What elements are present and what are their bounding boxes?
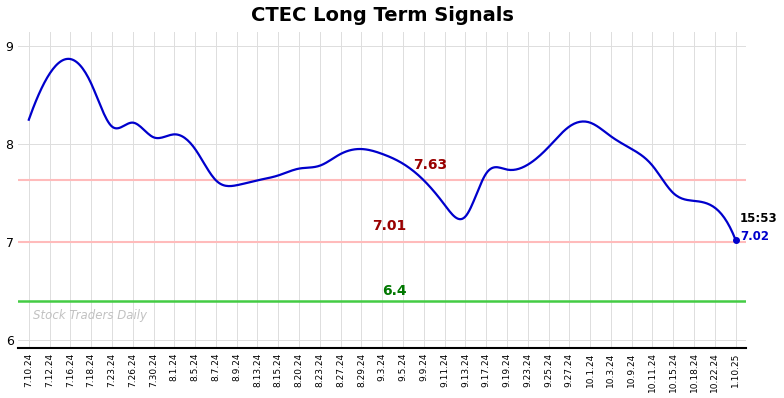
Text: 15:53: 15:53 <box>740 212 778 225</box>
Text: 7.63: 7.63 <box>413 158 448 172</box>
Text: 6.4: 6.4 <box>383 284 407 298</box>
Text: 7.01: 7.01 <box>372 219 406 233</box>
Title: CTEC Long Term Signals: CTEC Long Term Signals <box>251 6 514 25</box>
Text: 7.02: 7.02 <box>740 230 769 243</box>
Text: Stock Traders Daily: Stock Traders Daily <box>33 309 147 322</box>
